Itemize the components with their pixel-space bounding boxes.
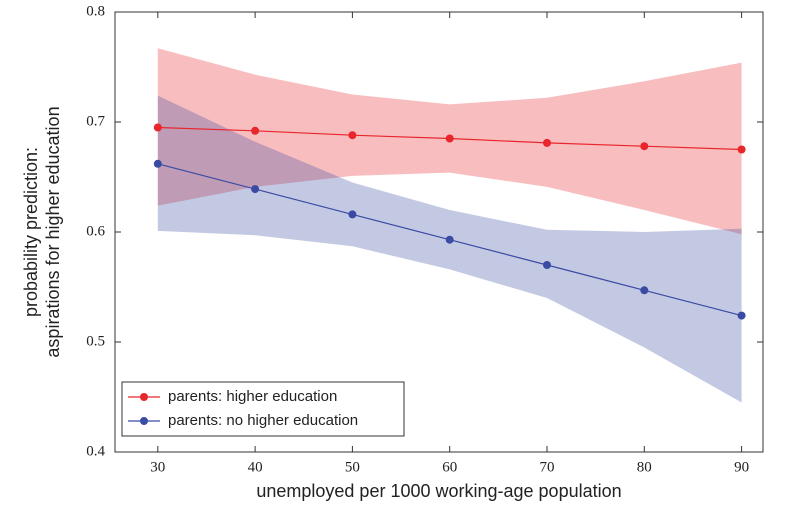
data-point <box>737 311 746 320</box>
legend-marker <box>140 417 148 425</box>
data-point <box>737 145 746 154</box>
x-tick-label: 80 <box>637 459 652 475</box>
x-tick-label: 70 <box>540 459 555 475</box>
x-tick-label: 40 <box>248 459 263 475</box>
y-tick-label: 0.7 <box>86 113 105 129</box>
plot-area <box>153 48 746 403</box>
y-tick-label: 0.4 <box>86 443 105 459</box>
legend-label: parents: higher education <box>168 388 337 405</box>
data-point <box>153 123 162 132</box>
y-tick-label: 0.5 <box>86 333 105 349</box>
x-tick-label: 60 <box>442 459 457 475</box>
y-axis-label: probability prediction: <box>21 147 41 317</box>
y-tick-label: 0.8 <box>86 3 105 19</box>
data-point <box>445 134 454 143</box>
x-axis-label: unemployed per 1000 working-age populati… <box>256 481 621 501</box>
confidence-band <box>157 95 742 403</box>
legend-label: parents: no higher education <box>168 412 358 429</box>
legend-marker <box>140 393 148 401</box>
y-axis-label: aspirations for higher education <box>43 106 63 357</box>
data-point <box>348 210 357 219</box>
data-point <box>348 131 357 140</box>
data-point <box>251 126 260 135</box>
data-point <box>640 286 649 295</box>
legend: parents: higher education parents: no hig… <box>121 381 405 437</box>
data-point <box>445 235 454 244</box>
y-tick-label: 0.6 <box>86 223 105 239</box>
x-tick-label: 90 <box>734 459 749 475</box>
data-point <box>640 142 649 151</box>
data-point <box>251 185 260 194</box>
data-point <box>153 159 162 168</box>
data-point <box>543 138 551 147</box>
data-point <box>543 261 551 269</box>
x-tick-label: 50 <box>345 459 360 475</box>
legend-box <box>121 381 405 437</box>
x-tick-label: 30 <box>150 459 165 475</box>
